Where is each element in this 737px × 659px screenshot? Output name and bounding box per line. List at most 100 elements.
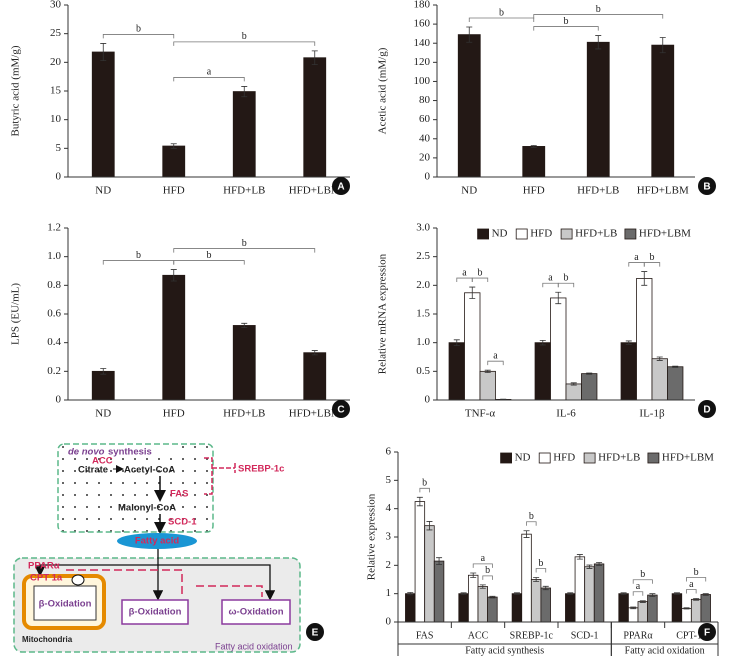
bar — [414, 501, 426, 623]
x-tick-label: ND — [95, 185, 111, 197]
bar — [232, 325, 256, 401]
y-tick-label: 4 — [386, 502, 392, 514]
significance-label: b — [564, 273, 569, 284]
pathway-diagram: de novo synthesis ACC Citrate Acetyl-CoA… — [13, 443, 324, 653]
mito-oxidation-box — [33, 585, 97, 621]
y-axis-label: Acetic acid (mM/g) — [377, 47, 389, 134]
significance-bracket — [632, 591, 644, 596]
error-bar — [596, 562, 603, 566]
significance-label: a — [634, 252, 639, 263]
y-tick-label: 5 — [386, 474, 392, 486]
error-bar — [630, 606, 637, 610]
legend-swatch — [624, 228, 637, 240]
panel-letter: C — [337, 405, 344, 416]
panel-badge — [332, 400, 350, 418]
y-tick-label: 0.8 — [47, 279, 61, 291]
significance-bracket — [173, 41, 316, 46]
y-tick-label: 120 — [414, 56, 431, 68]
bar — [303, 352, 327, 401]
x-tick-label: TNF-α — [465, 408, 495, 420]
error-bar — [170, 269, 177, 282]
label-bg — [64, 446, 174, 458]
fatty-acid: Fatty acid — [135, 536, 180, 547]
significance-bracket — [643, 262, 661, 267]
y-axis-label: Relative expression — [366, 493, 378, 580]
enzyme-scd: SCD-1 — [168, 517, 197, 528]
error-bar — [656, 356, 663, 361]
x-tick-label: HFD — [523, 185, 545, 197]
beta-oxidation: β-Oxidation — [129, 607, 182, 618]
significance-label: b — [529, 511, 534, 522]
bar — [581, 373, 598, 401]
bar — [565, 383, 582, 401]
y-tick-label: 0.6 — [47, 308, 61, 320]
enzyme-srebp: SREBP-1c — [238, 464, 284, 475]
x-tick-label: IL-6 — [556, 408, 576, 420]
error-bar — [489, 595, 496, 599]
y-tick-label: 0.2 — [47, 365, 61, 377]
error-bar — [523, 530, 530, 538]
significance-label: a — [481, 553, 486, 564]
y-tick-label: 140 — [414, 37, 431, 49]
bar — [162, 274, 186, 401]
error-bar — [436, 557, 443, 565]
error-bar — [542, 585, 549, 591]
bar — [667, 366, 684, 401]
x-tick-label: ND — [95, 408, 111, 420]
bar — [636, 278, 653, 401]
y-tick-label: 60 — [419, 113, 431, 125]
mitochondria-label: Mitochondria — [22, 635, 73, 644]
y-tick-label: 40 — [419, 132, 431, 144]
significance-bracket — [173, 77, 245, 82]
y-tick-label: 0 — [425, 171, 431, 183]
significance-label: b — [242, 238, 247, 249]
arrow — [40, 564, 276, 601]
x-tick-label: IL-1β — [639, 408, 665, 420]
bar — [565, 593, 576, 623]
significance-bracket — [628, 262, 645, 267]
x-tick-label: HFD+LBM — [289, 185, 341, 197]
legend-label: HFD — [530, 228, 552, 240]
error-bar — [100, 43, 107, 62]
x-tick-label: SCD-1 — [571, 630, 599, 641]
malonyl-coa: Malonyl-CoA — [118, 503, 176, 514]
y-tick-label: 1 — [386, 587, 392, 599]
significance-bracket — [526, 521, 537, 526]
significance-bracket — [456, 277, 473, 283]
significance-bracket — [535, 568, 547, 573]
y-tick-label: 20 — [50, 56, 62, 68]
legend-swatch — [515, 228, 528, 240]
significance-label: a — [548, 273, 553, 284]
y-tick-label: 5 — [56, 142, 62, 154]
omega-box — [221, 599, 291, 625]
error-bar — [407, 592, 414, 596]
error-bar — [469, 286, 476, 299]
significance-label: a — [462, 267, 467, 278]
synthesis-label: synthesis — [108, 447, 152, 458]
y-tick-label: 0.5 — [416, 365, 430, 377]
error-bar — [479, 584, 486, 589]
significance-label: b — [538, 558, 543, 569]
significance-label: b — [640, 569, 645, 580]
legend-swatch — [477, 228, 490, 240]
legend-label: HFD+LBM — [639, 228, 691, 240]
y-axis-label: Butyric acid (mM/g) — [10, 45, 22, 136]
enzyme-fas: FAS — [170, 489, 188, 500]
enzyme-acc: ACC — [92, 456, 113, 467]
x-tick-label: ACC — [468, 630, 489, 641]
y-tick-label: 30 — [50, 0, 62, 11]
error-bar — [659, 37, 666, 54]
x-tick-label: SREBP-1c — [510, 630, 554, 641]
panel-letter: E — [312, 628, 319, 639]
mito-beta-oxidation: β-Oxidation — [39, 599, 92, 610]
error-bar — [672, 365, 679, 368]
significance-label: b — [564, 16, 569, 27]
bar — [232, 91, 256, 178]
y-tick-label: 3.0 — [416, 222, 430, 234]
ppar: PPARα — [28, 561, 60, 572]
bar — [681, 608, 692, 623]
significance-bracket — [686, 589, 697, 594]
bar — [458, 593, 469, 623]
significance-bracket — [102, 260, 175, 265]
bar — [487, 596, 498, 623]
